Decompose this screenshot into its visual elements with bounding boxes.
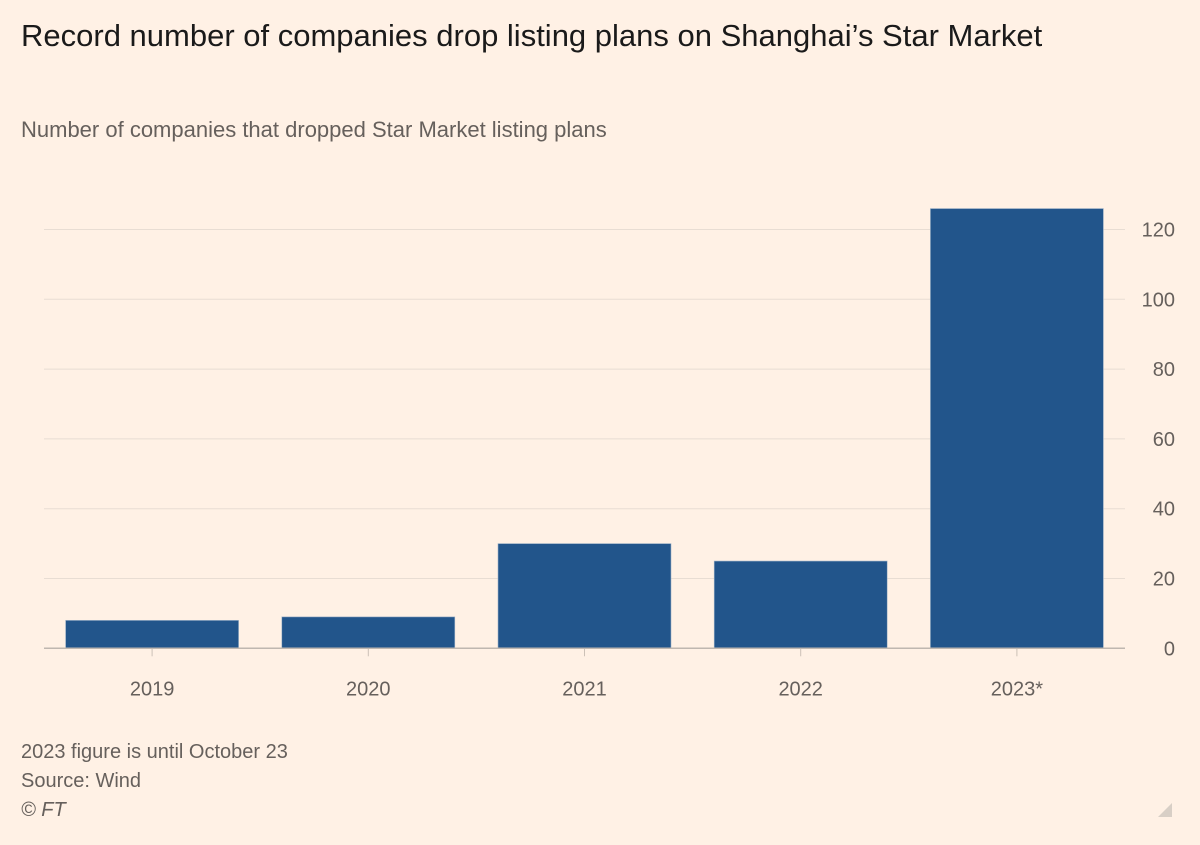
copyright: © FT [21, 799, 66, 821]
source: Source: Wind [21, 770, 142, 792]
chart-title: Record number of companies drop listing … [21, 18, 1043, 53]
x-tick-label: 2021 [562, 678, 607, 700]
x-tick-label: 2022 [778, 678, 823, 700]
resize-handle-icon [1158, 803, 1172, 817]
y-tick-label: 40 [1153, 499, 1175, 521]
footnote: 2023 figure is until October 23 [21, 741, 288, 763]
bar-2022 [713, 560, 888, 649]
bar-2020 [281, 616, 456, 649]
y-tick-label: 120 [1142, 220, 1175, 242]
bar-2019 [65, 620, 239, 649]
bar-2021 [497, 543, 672, 649]
y-tick-label: 20 [1153, 569, 1175, 591]
x-tick-label: 2023* [991, 678, 1043, 700]
x-tick-label: 2020 [346, 678, 391, 700]
x-tick-label: 2019 [130, 678, 175, 700]
chart-subtitle: Number of companies that dropped Star Ma… [21, 117, 607, 142]
chart-notes: 2023 figure is until October 23 Source: … [21, 738, 288, 825]
y-tick-label: 0 [1164, 638, 1175, 660]
y-tick-label: 60 [1153, 429, 1175, 451]
bar-2023 [930, 208, 1104, 649]
y-tick-label: 100 [1142, 289, 1175, 311]
y-tick-label: 80 [1153, 359, 1175, 381]
